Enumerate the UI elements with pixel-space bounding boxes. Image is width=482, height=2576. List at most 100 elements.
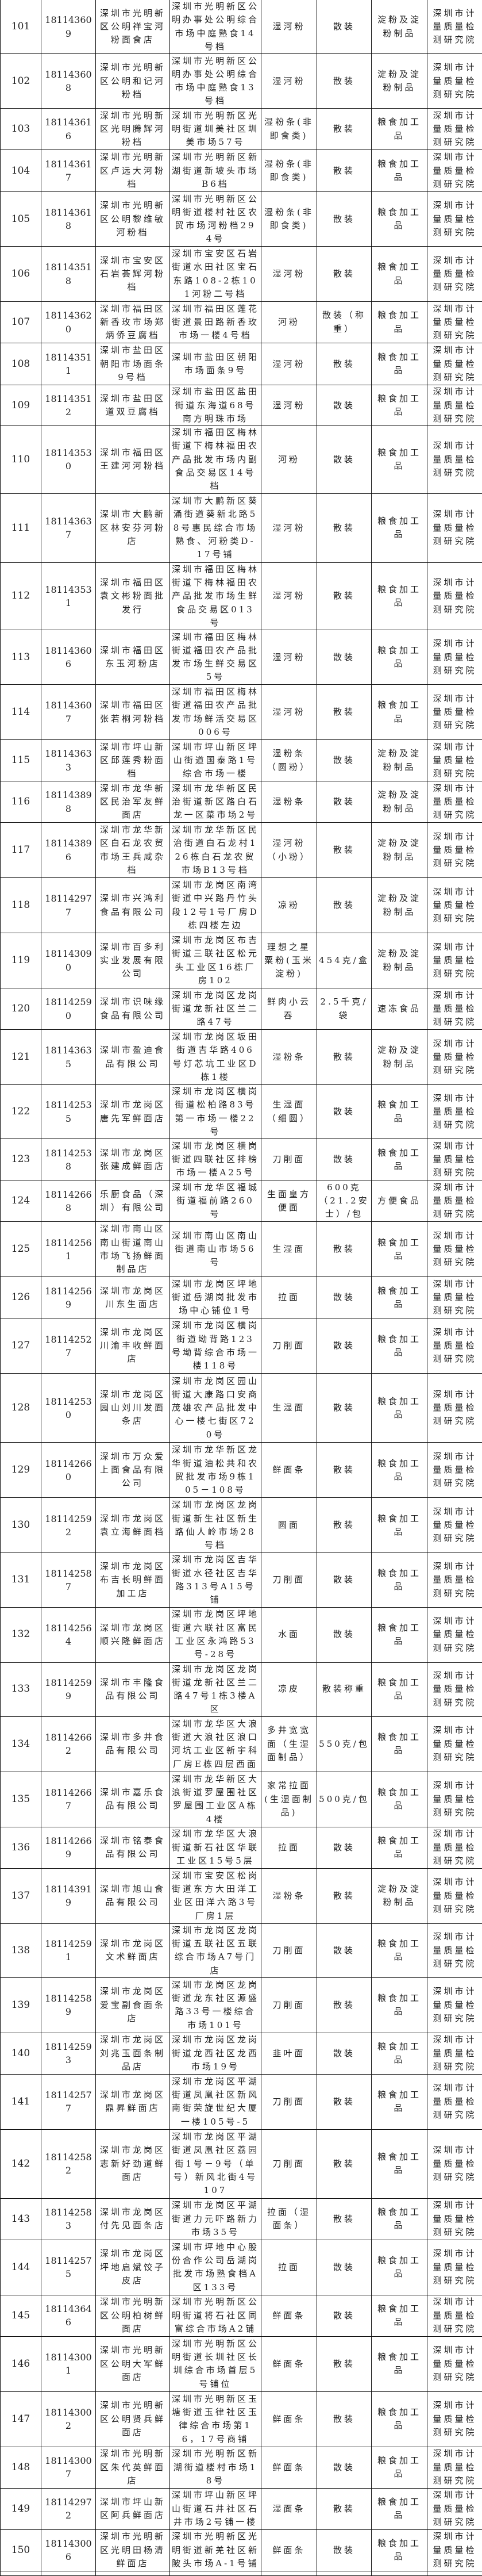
specification-cell: 454克/盒 <box>317 933 372 988</box>
row-number-cell: 146 <box>1 2336 41 2391</box>
food-category-cell: 粮食加工品 <box>372 1318 427 1374</box>
specification-cell: 散装 <box>317 878 372 933</box>
specification-cell: 散装 <box>317 1827 372 1868</box>
company-name-cell: 深圳市龙岗区袁立海鲜面档 <box>96 1498 170 1553</box>
address-cell: 深圳市福田区莲花街道景田路新香玫市场一楼4号档 <box>170 302 261 343</box>
food-category-cell: 粮食加工品 <box>372 493 427 562</box>
address-cell: 深圳市龙岗区南湾街道中兴路丹竹头段12号1号厂房D栋四楼左边 <box>170 878 261 933</box>
company-name-cell: 深圳市龙岗区川渝丰收鲜面店 <box>96 1318 170 1374</box>
company-name-cell: 深圳市坪山新区邱莲秀粉面档 <box>96 740 170 781</box>
sample-id-cell: 181143511 <box>41 343 96 385</box>
food-category-cell: 粮食加工品 <box>372 2033 427 2074</box>
testing-institute-cell: 深圳市计量质量检测研究院 <box>427 933 482 988</box>
product-name-cell: 湿粉条(非即食类) <box>261 150 317 192</box>
row-number-cell: 141 <box>1 2074 41 2129</box>
sample-id-cell: 181142592 <box>41 1498 96 1553</box>
testing-institute-cell: 深圳市计量质量检测研究院 <box>427 1607 482 1662</box>
address-cell: 深圳市龙华区福城街道福前路260号 <box>170 1180 261 1222</box>
address-cell: 深圳市龙岗区龙岗街道五联社区五联综合市场A7号门店 <box>170 1923 261 1977</box>
address-cell: 深圳市龙岗区平湖街道力元吓路新力市场35号 <box>170 2198 261 2240</box>
sample-id-cell: 181142527 <box>41 1318 96 1374</box>
testing-institute-cell: 深圳市计量质量检测研究院 <box>427 1318 482 1374</box>
testing-institute-cell: 深圳市计量质量检测研究院 <box>427 109 482 150</box>
specification-cell: 散装 <box>317 1030 372 1085</box>
row-number-cell: 135 <box>1 1772 41 1827</box>
row-number-cell: 150 <box>1 2529 41 2571</box>
testing-institute-cell: 深圳市计量质量检测研究院 <box>427 1827 482 1868</box>
sample-id-cell: 181142569 <box>41 1277 96 1318</box>
sample-id-cell: 181143898 <box>41 781 96 823</box>
company-name-cell: 乐厨食品（深圳）有限公司 <box>96 1180 170 1222</box>
address-cell: 深圳市盐田区朝阳市场面条9号 <box>170 343 261 385</box>
row-number-cell: 105 <box>1 192 41 247</box>
specification-cell: 散装 <box>317 562 372 630</box>
address-cell: 深圳市光明新区公明办事处公明综合市场中庭熟食14号档 <box>170 0 261 54</box>
testing-institute-cell: 深圳市计量质量检测研究院 <box>427 1374 482 1443</box>
company-name-cell: 深圳市龙岗区顺兴隆鲜面店 <box>96 1607 170 1662</box>
sample-id-cell: 181142538 <box>41 1139 96 1180</box>
row-number-cell: 147 <box>1 2391 41 2447</box>
specification-cell: 散装 <box>317 2336 372 2391</box>
company-name-cell: 深圳市龙岗区唐先军鲜面店 <box>96 1085 170 1139</box>
sample-id-cell: 181142582 <box>41 2129 96 2198</box>
row-number-cell: 116 <box>1 781 41 823</box>
row-number-cell: 143 <box>1 2198 41 2240</box>
specification-cell: 散装 <box>317 1923 372 1977</box>
specification-cell: 550克/包 <box>317 1716 372 1772</box>
address-cell: 深圳市龙华新区民治街道白石龙村126栋白石龙农贸市场B13号档 <box>170 823 261 878</box>
testing-institute-cell: 深圳市计量质量检测研究院 <box>427 1222 482 1277</box>
row-number-cell: 103 <box>1 109 41 150</box>
row-number-cell: 149 <box>1 2488 41 2529</box>
product-name-cell: 湿河粉 <box>261 54 317 109</box>
food-category-cell: 粮食加工品 <box>372 385 427 426</box>
row-number-cell: 139 <box>1 1977 41 2033</box>
testing-institute-cell: 深圳市计量质量检测研究院 <box>427 343 482 385</box>
product-name-cell: 鲜面条 <box>261 2529 317 2571</box>
food-category-cell: 粮食加工品 <box>372 562 427 630</box>
product-name-cell: 生面皇方便面 <box>261 1180 317 1222</box>
address-cell: 深圳市福田区梅林街道下梅林福田农产品批发市场生鲜食品交易区013号 <box>170 562 261 630</box>
empty-cell <box>41 2571 96 2575</box>
company-name-cell: 深圳市福田区东玉河粉店 <box>96 630 170 685</box>
testing-institute-cell: 深圳市计量质量检测研究院 <box>427 630 482 685</box>
testing-institute-cell: 深圳市计量质量检测研究院 <box>427 1139 482 1180</box>
company-name-cell: 深圳市龙岗区川东生面店 <box>96 1277 170 1318</box>
testing-institute-cell: 深圳市计量质量检测研究院 <box>427 1180 482 1222</box>
company-name-cell: 深圳市旭山食品有限公司 <box>96 1868 170 1923</box>
food-category-cell: 粮食加工品 <box>372 426 427 493</box>
product-name-cell: 鲜面条 <box>261 2336 317 2391</box>
product-name-cell: 湿河粉 <box>261 630 317 685</box>
sample-id-cell: 181143646 <box>41 2295 96 2336</box>
product-name-cell: 理想之星粟粉(玉米淀粉) <box>261 933 317 988</box>
testing-institute-cell: 深圳市计量质量检测研究院 <box>427 781 482 823</box>
product-name-cell: 湿面条 <box>261 2488 317 2529</box>
sample-id-cell: 181142593 <box>41 2033 96 2074</box>
company-name-cell: 深圳市万众爱上面食品有限公司 <box>96 1443 170 1498</box>
food-category-cell: 淀粉及淀粉制品 <box>372 1030 427 1085</box>
testing-institute-cell: 深圳市计量质量检测研究院 <box>427 1443 482 1498</box>
sample-id-cell: 181143919 <box>41 1868 96 1923</box>
food-category-cell: 粮食加工品 <box>372 247 427 302</box>
testing-institute-cell: 深圳市计量质量检测研究院 <box>427 2295 482 2336</box>
specification-cell: 散装 <box>317 2129 372 2198</box>
specification-cell: 散装 <box>317 109 372 150</box>
food-category-cell: 粮食加工品 <box>372 1498 427 1553</box>
row-number-cell: 128 <box>1 1374 41 1443</box>
specification-cell: 散装 <box>317 2391 372 2447</box>
specification-cell: 散装 <box>317 192 372 247</box>
empty-cell <box>427 2571 482 2575</box>
address-cell: 深圳市龙岗区龙岗街道新生社区新生路仙人岭市场28号档 <box>170 1498 261 1553</box>
company-name-cell: 深圳市光明新区光明腾辉河粉档 <box>96 109 170 150</box>
company-name-cell: 深圳市盐田区道双豆腐档 <box>96 385 170 426</box>
